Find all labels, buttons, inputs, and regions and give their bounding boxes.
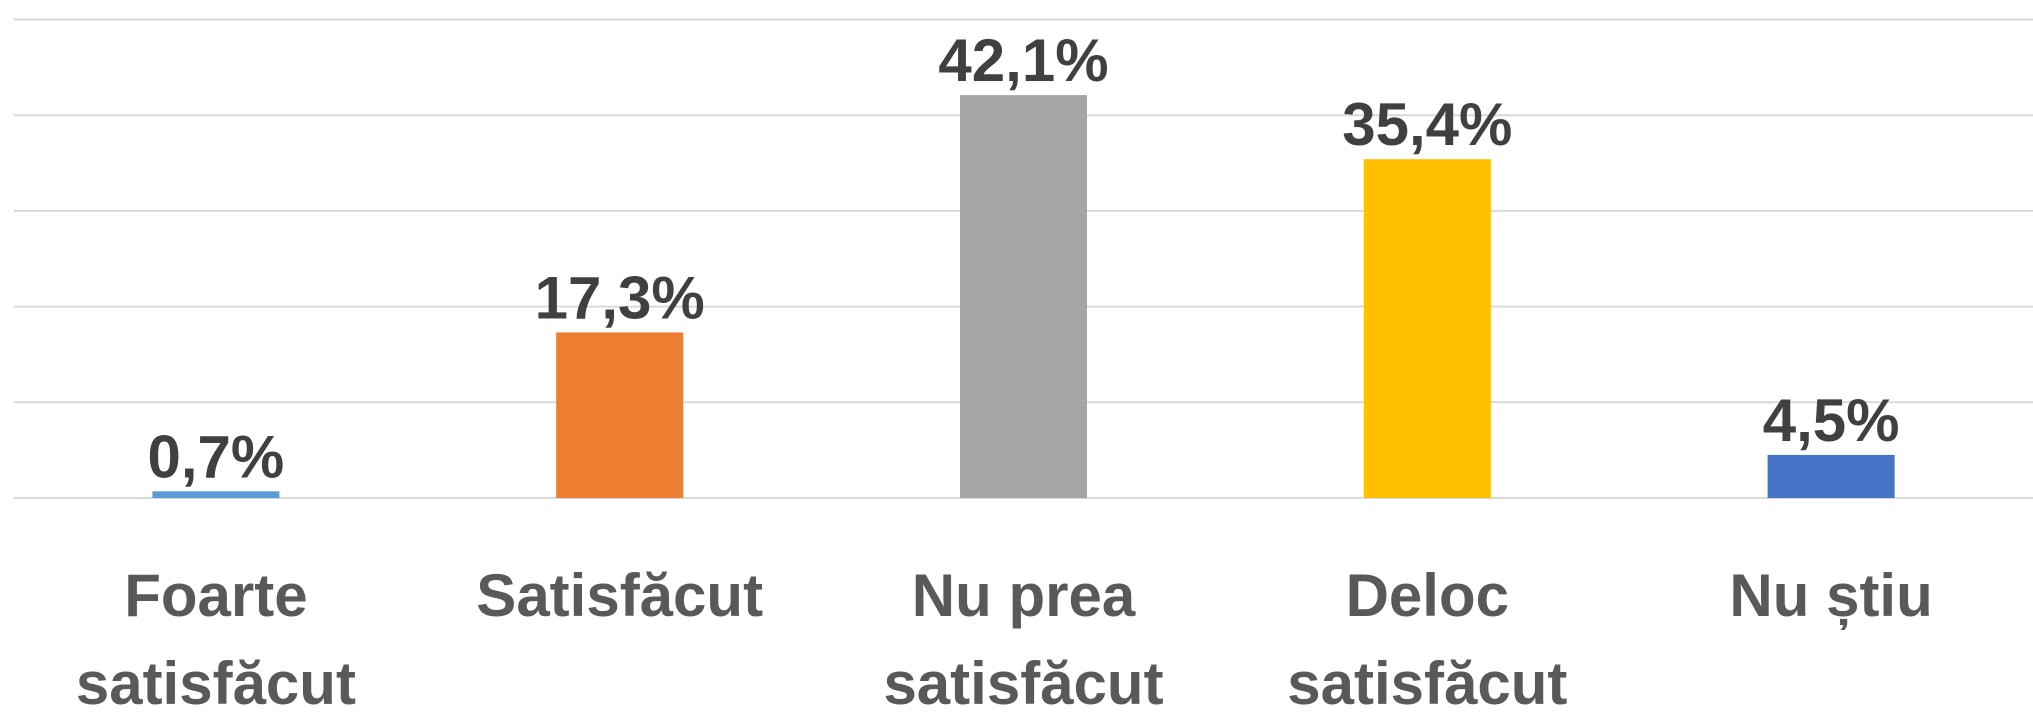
x-tick-label: Satisfăcut bbox=[476, 562, 764, 629]
x-tick-label: Nu știu bbox=[1729, 562, 1933, 629]
bar bbox=[556, 332, 684, 498]
value-label: 0,7% bbox=[148, 423, 285, 490]
x-tick-label: Nu prea satisfăcut bbox=[883, 562, 1164, 717]
bar bbox=[1767, 454, 1895, 498]
x-tick-label: Foarte satisfăcut bbox=[75, 562, 356, 717]
value-label: 4,5% bbox=[1763, 387, 1900, 454]
x-tick-label: Deloc satisfăcut bbox=[1287, 562, 1568, 717]
value-label: 17,3% bbox=[535, 264, 705, 331]
value-label: 42,1% bbox=[938, 27, 1108, 94]
bar bbox=[1363, 159, 1491, 499]
plot: 0,7% 17,3% 42,1% 35,4% 4,5% bbox=[14, 18, 2033, 499]
value-label: 35,4% bbox=[1342, 91, 1512, 158]
bar bbox=[152, 491, 280, 498]
chart: 0,7% 17,3% 42,1% 35,4% 4,5% Foarte satisfăcu… bbox=[14, 18, 2033, 717]
bar bbox=[960, 95, 1087, 498]
